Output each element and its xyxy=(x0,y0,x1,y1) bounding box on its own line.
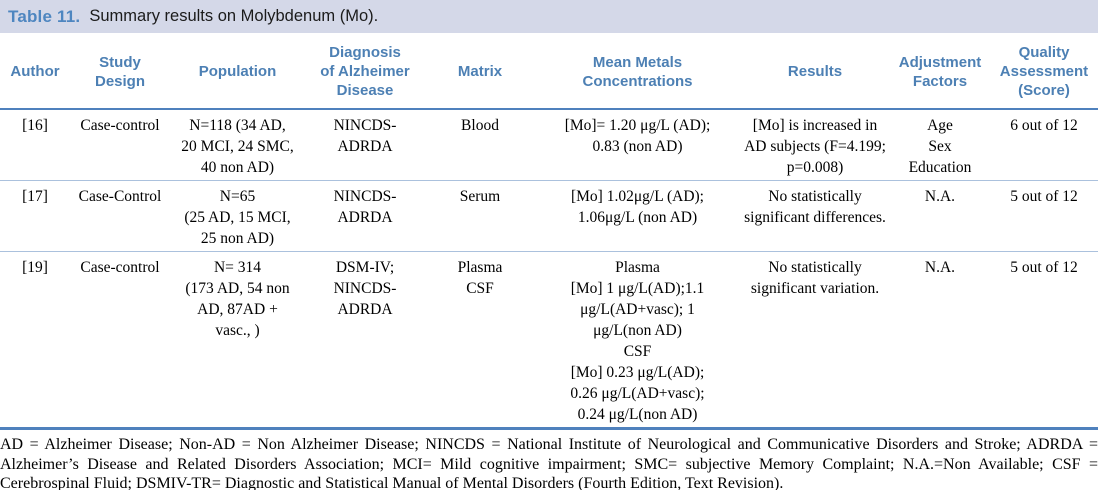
cell-matrix: Serum xyxy=(425,180,535,252)
column-header-population: Population xyxy=(170,39,305,110)
cell-author: [17] xyxy=(0,180,70,252)
cell-study-design: Case-control xyxy=(80,117,160,134)
cell-population: N= 314 (173 AD, 54 non AD, 87AD + vasc.,… xyxy=(170,251,305,429)
table-footnote: AD = Alzheimer Disease; Non-AD = Non Alz… xyxy=(0,436,1098,490)
summary-table: Author Study Design Population Diagnosis… xyxy=(0,39,1098,430)
table-caption: Table 11. Summary results on Molybdenum … xyxy=(0,0,1098,33)
cell-adjustment: N.A. xyxy=(890,251,990,429)
cell-quality: 6 out of 12 xyxy=(1010,117,1078,134)
column-header-quality: Quality Assessment (Score) xyxy=(990,39,1098,110)
cell-study-design: Case-Control xyxy=(70,180,170,252)
cell-adjustment: N.A. xyxy=(890,180,990,252)
cell-author: [19] xyxy=(0,251,70,429)
table-row: [16] Case-control N=118 (34 AD, 20 MCI, … xyxy=(0,109,1098,181)
column-header-author: Author xyxy=(0,39,70,110)
cell-adjustment: Age Sex Education xyxy=(908,117,972,176)
cell-population: N=118 (34 AD, 20 MCI, 24 SMC, 40 non AD) xyxy=(181,117,294,176)
cell-author: [16] xyxy=(22,117,48,134)
column-header-diagnosis: Diagnosis of Alzheimer Disease xyxy=(305,39,425,110)
table-number-label: Table 11. xyxy=(8,6,81,26)
cell-mean-metals: Plasma [Mo] 1 μg/L(AD);1.1 μg/L(AD+vasc)… xyxy=(535,251,740,429)
column-header-mean-metals: Mean Metals Concentrations xyxy=(535,39,740,110)
cell-quality: 5 out of 12 xyxy=(990,180,1098,252)
cell-mean-metals: [Mo] 1.02μg/L (AD); 1.06μg/L (non AD) xyxy=(535,180,740,252)
column-header-results: Results xyxy=(740,39,890,110)
cell-study-design: Case-control xyxy=(70,251,170,429)
cell-mean-metals: [Mo]= 1.20 μg/L (AD); 0.83 (non AD) xyxy=(564,117,711,155)
column-header-matrix: Matrix xyxy=(425,39,535,110)
table-row: [17] Case-Control N=65 (25 AD, 15 MCI, 2… xyxy=(0,180,1098,252)
cell-diagnosis: DSM-IV; NINCDS- ADRDA xyxy=(305,251,425,429)
cell-diagnosis: NINCDS- ADRDA xyxy=(333,117,397,155)
cell-quality: 5 out of 12 xyxy=(990,251,1098,429)
cell-diagnosis: NINCDS- ADRDA xyxy=(305,180,425,252)
cell-results: [Mo] is increased in AD subjects (F=4.19… xyxy=(744,117,886,176)
table-row: [19] Case-control N= 314 (173 AD, 54 non… xyxy=(0,251,1098,429)
cell-results: No statistically significant variation. xyxy=(740,251,890,429)
column-header-adjustment: Adjustment Factors xyxy=(890,39,990,110)
cell-population: N=65 (25 AD, 15 MCI, 25 non AD) xyxy=(170,180,305,252)
cell-matrix: Plasma CSF xyxy=(425,251,535,429)
table-caption-text: Summary results on Molybdenum (Mo). xyxy=(89,7,379,25)
cell-matrix: Blood xyxy=(461,117,499,134)
cell-results: No statistically significant differences… xyxy=(740,180,890,252)
header-row: Author Study Design Population Diagnosis… xyxy=(0,39,1098,110)
column-header-study-design: Study Design xyxy=(70,39,170,110)
